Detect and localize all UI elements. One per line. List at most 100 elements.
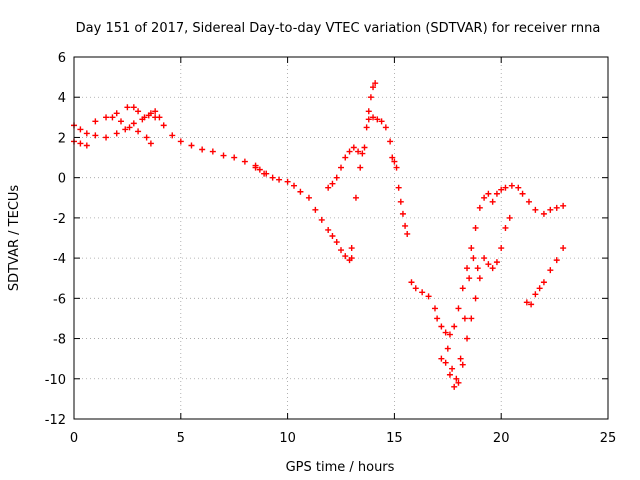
data-point	[333, 239, 340, 246]
data-point	[355, 148, 362, 155]
data-point	[540, 279, 547, 286]
data-point	[547, 206, 554, 213]
data-point	[370, 84, 377, 91]
data-point	[493, 259, 500, 266]
data-point	[532, 291, 539, 298]
data-point	[325, 184, 332, 191]
data-point	[169, 132, 176, 139]
data-point	[338, 247, 344, 254]
data-point	[502, 224, 509, 231]
x-tick-label: 25	[600, 431, 617, 446]
data-point	[395, 184, 402, 191]
data-point	[147, 110, 154, 117]
data-point	[124, 104, 131, 111]
x-tick-label: 10	[279, 431, 296, 446]
data-point	[135, 108, 142, 115]
data-point	[378, 118, 385, 125]
chart-title: Day 151 of 2017, Sidereal Day-to-day VTE…	[76, 21, 601, 36]
data-point	[241, 158, 248, 165]
data-point	[446, 371, 453, 378]
x-tick-label: 5	[177, 431, 185, 446]
data-point	[361, 144, 368, 151]
data-point	[464, 265, 471, 272]
y-tick-label: -10	[45, 373, 66, 388]
data-point	[553, 204, 560, 211]
data-series	[523, 245, 567, 308]
data-point	[147, 140, 154, 147]
y-tick-label: -8	[53, 333, 66, 348]
data-point	[464, 335, 471, 342]
y-tick-label: -2	[53, 212, 66, 227]
series-layer	[71, 80, 567, 390]
data-point	[305, 194, 312, 201]
data-point	[342, 154, 349, 161]
data-point	[438, 323, 445, 330]
data-point	[408, 279, 415, 286]
data-point	[103, 114, 110, 121]
data-series	[408, 182, 567, 338]
data-point	[348, 255, 355, 262]
data-point	[130, 104, 137, 111]
data-point	[425, 293, 432, 300]
x-ticks: 0 5 10 15 20 25	[70, 57, 616, 446]
data-point	[363, 124, 370, 131]
data-point	[92, 118, 99, 125]
data-point	[453, 375, 460, 382]
data-point	[83, 130, 90, 137]
x-tick-label: 20	[493, 431, 510, 446]
y-tick-label: 2	[58, 131, 66, 146]
data-point	[519, 190, 526, 197]
data-point	[397, 198, 404, 205]
data-point	[523, 299, 530, 306]
data-point	[457, 355, 464, 362]
data-point	[444, 345, 451, 352]
data-point	[117, 118, 124, 125]
data-point	[560, 202, 567, 209]
data-point	[459, 285, 466, 292]
data-point	[122, 126, 129, 133]
data-point	[449, 365, 456, 372]
data-point	[455, 379, 462, 386]
data-point	[553, 257, 560, 264]
data-point	[438, 355, 445, 362]
data-point	[404, 230, 411, 237]
data-point	[485, 190, 492, 197]
data-series	[92, 104, 163, 125]
data-point	[466, 275, 473, 282]
data-point	[130, 120, 137, 127]
data-point	[498, 245, 505, 252]
data-point	[498, 186, 505, 193]
data-point	[231, 154, 238, 161]
data-point	[402, 222, 409, 229]
x-axis-label: GPS time / hours	[286, 460, 395, 475]
data-point	[284, 178, 291, 185]
data-point	[446, 331, 453, 338]
data-point	[109, 114, 116, 121]
data-point	[455, 305, 462, 312]
data-series	[325, 144, 366, 191]
data-point	[126, 124, 133, 131]
data-point	[312, 206, 319, 213]
data-series	[252, 162, 268, 177]
data-point	[370, 114, 377, 121]
data-point	[276, 176, 283, 183]
data-point	[536, 285, 543, 292]
data-point	[489, 198, 496, 205]
data-point	[346, 148, 353, 155]
data-point	[399, 210, 406, 217]
x-tick-label: 0	[70, 431, 78, 446]
y-tick-label: 0	[58, 172, 66, 187]
data-point	[493, 190, 500, 197]
y-ticks: 6 4 2 0 -2 -4 -6 -8 -10 -12	[45, 51, 608, 428]
y-axis-label: SDTVAR / TECUs	[7, 185, 22, 292]
data-point	[160, 122, 167, 129]
data-point	[156, 114, 163, 121]
data-point	[485, 261, 492, 268]
data-point	[468, 245, 475, 252]
data-point	[472, 295, 479, 302]
data-point	[389, 154, 396, 161]
data-point	[141, 114, 148, 121]
data-point	[152, 108, 159, 115]
data-point	[83, 142, 90, 149]
